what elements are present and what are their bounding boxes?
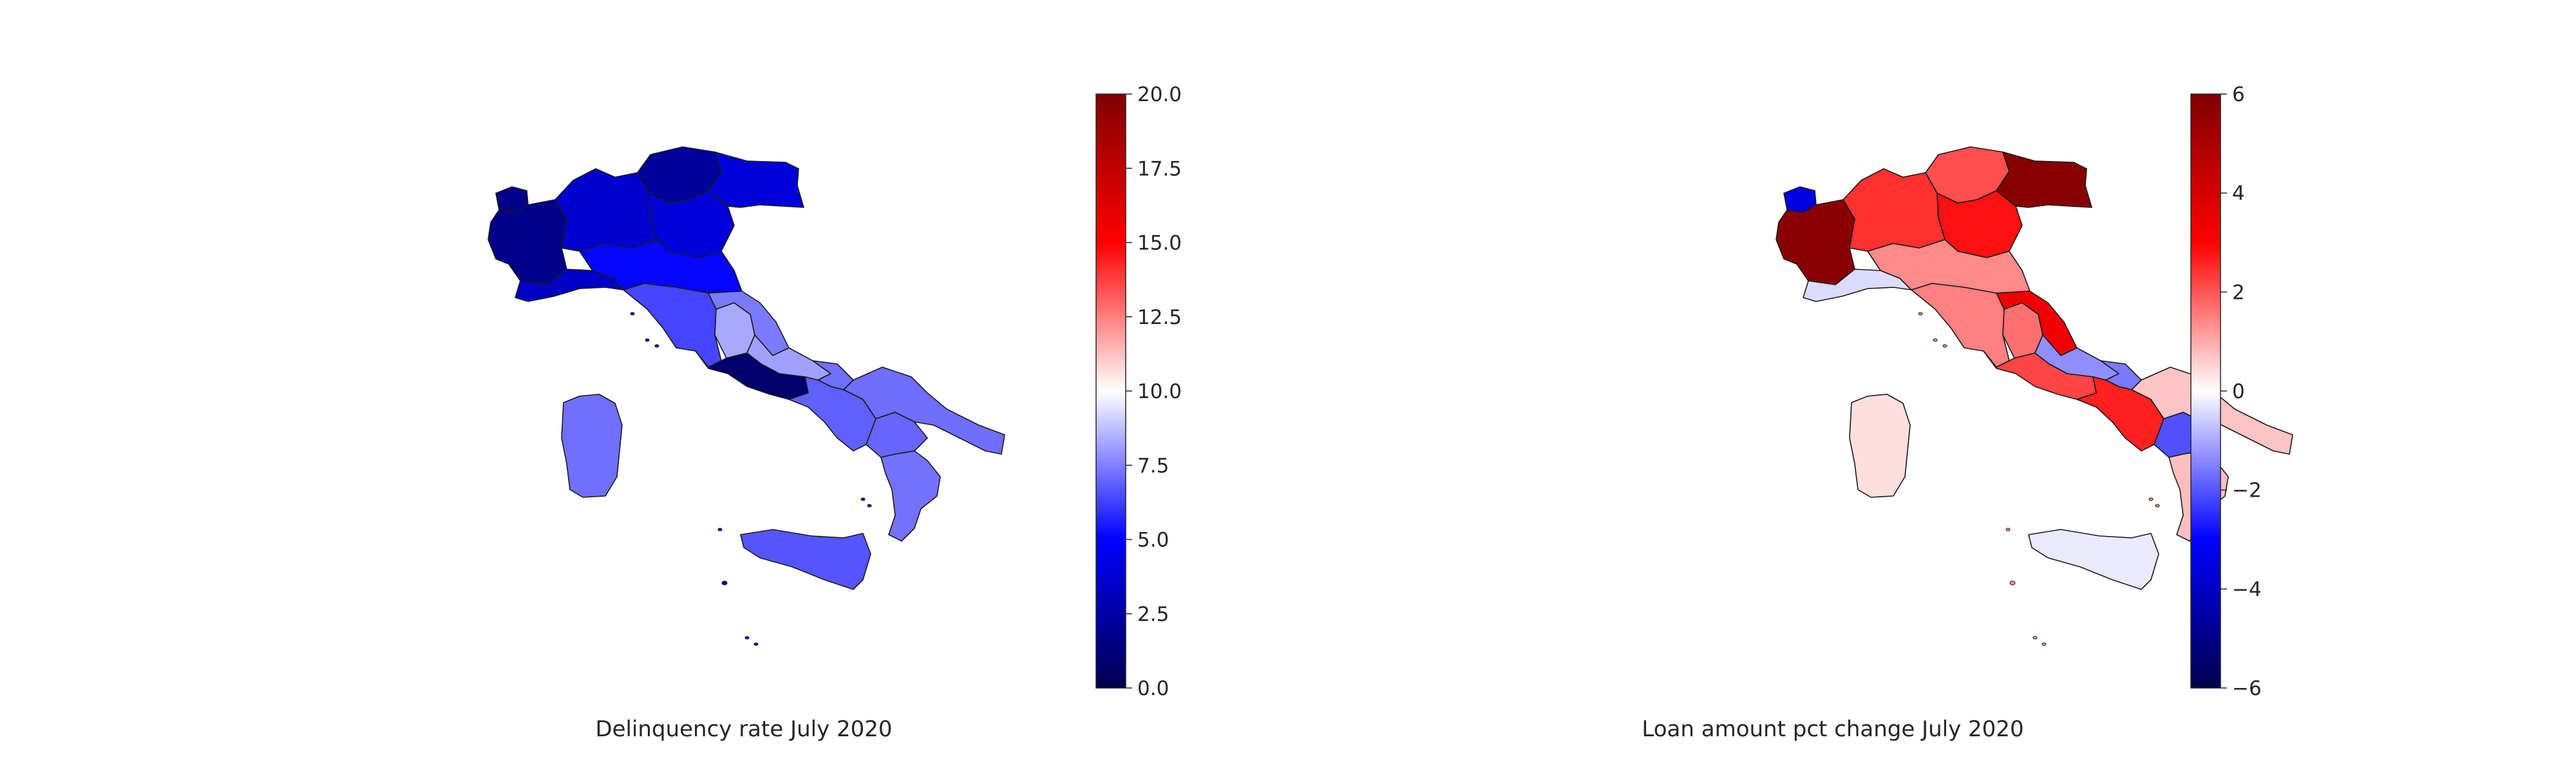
italy-choropleth-map — [488, 146, 1005, 646]
islet — [1918, 312, 1923, 316]
islet — [860, 497, 866, 501]
colorbar-tick-label: 20.0 — [1137, 83, 1182, 106]
islet — [721, 580, 728, 586]
islet — [744, 636, 750, 640]
region-friuli-venezia-giulia — [708, 151, 804, 208]
islet — [2032, 636, 2038, 640]
colorbar-tick-label: 15.0 — [1137, 232, 1182, 255]
colorbar-tick-label: −4 — [2232, 578, 2262, 601]
region-sicilia — [740, 529, 871, 590]
colorbar: −6 −4 −2 0 2 4 6 — [2190, 83, 2262, 700]
colorbar-tick-label: 6 — [2232, 83, 2245, 106]
islet — [2005, 528, 2011, 531]
islet — [645, 338, 650, 342]
islet — [1942, 344, 1947, 348]
region-toscana — [623, 283, 722, 368]
colorbar-tick-label: 2.5 — [1137, 603, 1169, 626]
region-friuli-venezia-giulia — [1996, 151, 2092, 208]
colorbar-tick-label: −2 — [2232, 479, 2262, 502]
colorbar-tick-label: 17.5 — [1137, 157, 1182, 180]
region-sicilia — [2028, 529, 2159, 590]
region-sardegna — [561, 394, 623, 498]
colorbar-tick-label: 7.5 — [1137, 454, 1169, 477]
map-caption: Delinquency rate July 2020 — [595, 716, 893, 742]
region-piemonte — [488, 199, 567, 285]
colorbar-tick-label: 12.5 — [1137, 306, 1182, 329]
islet — [2148, 497, 2154, 501]
region-lombardia — [1842, 168, 1946, 252]
region-puglia — [843, 367, 1005, 455]
region-liguria — [515, 269, 624, 302]
region-lombardia — [554, 168, 658, 252]
islet — [2009, 580, 2016, 586]
islet — [654, 344, 659, 348]
colorbar-tick-label: 0.0 — [1137, 677, 1169, 700]
region-piemonte — [1776, 199, 1855, 285]
colorbar-tick-label: 5.0 — [1137, 529, 1169, 552]
colorbar-tick-label: 2 — [2232, 281, 2245, 304]
delinquency-map-panel: 0.0 2.5 5.0 7.5 10.0 12.5 15.0 17.5 20.0 Delinqu… — [488, 83, 1182, 742]
colorbar-gradient — [2190, 93, 2221, 689]
map-caption: Loan amount pct change July 2020 — [1642, 716, 2024, 742]
colorbar-tick-label: −6 — [2232, 677, 2262, 700]
region-emilia-romagna — [1867, 239, 2031, 294]
islet — [2041, 642, 2047, 646]
islet — [867, 504, 872, 508]
colorbar-tick-label: 10.0 — [1137, 380, 1182, 403]
colorbar-gradient — [1095, 93, 1126, 689]
islet — [2155, 504, 2160, 508]
islet — [630, 312, 635, 316]
islet — [717, 528, 723, 531]
colorbar-tick-label: 4 — [2232, 182, 2245, 205]
region-liguria — [1803, 269, 1912, 302]
region-sardegna — [1849, 394, 1911, 498]
loan-change-map-panel: −6 −4 −2 0 2 4 6 Loan amount pct change July 2… — [1288, 0, 2576, 773]
region-emilia-romagna — [579, 239, 743, 294]
italy-choropleth-map — [1776, 146, 2293, 646]
colorbar-tick-label: 0 — [2232, 380, 2245, 403]
region-toscana — [1911, 283, 2010, 368]
islet — [1933, 338, 1938, 342]
colorbar: 0.0 2.5 5.0 7.5 10.0 12.5 15.0 17.5 20.0 — [1095, 83, 1182, 700]
region-calabria — [880, 450, 941, 542]
islet — [753, 642, 759, 646]
